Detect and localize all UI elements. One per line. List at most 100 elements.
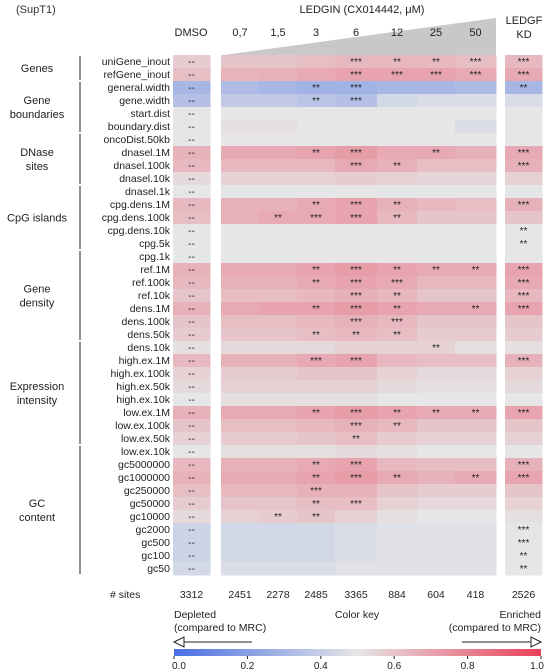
significance-mark: ***	[350, 460, 362, 471]
row-label: gc10000	[130, 511, 170, 523]
heatmap-cell	[173, 315, 211, 329]
heatmap-cell	[335, 406, 378, 420]
significance-mark: ***	[518, 265, 530, 276]
significance-mark: --	[188, 499, 195, 510]
heatmap-cell	[259, 419, 298, 433]
heatmap-cell	[335, 549, 378, 563]
depleted-arrow	[172, 636, 252, 648]
significance-mark: ***	[350, 200, 362, 211]
significance-mark: ***	[518, 538, 530, 549]
heatmap-cell	[221, 380, 260, 394]
dose-label: 25	[430, 27, 442, 39]
heatmap-cell	[417, 471, 456, 485]
heatmap-cell	[259, 406, 298, 420]
row-label: cpg.dens.100k	[102, 212, 171, 224]
significance-mark: --	[188, 525, 195, 536]
heatmap-cell	[221, 198, 260, 212]
heatmap-cell	[505, 549, 543, 563]
heatmap-cell	[505, 276, 543, 290]
heatmap-cell	[173, 224, 211, 238]
significance-mark: **	[393, 57, 401, 68]
heatmap-cell	[297, 302, 336, 316]
significance-mark: ***	[518, 148, 530, 159]
heatmap-cell	[455, 224, 497, 238]
significance-mark: **	[393, 161, 401, 172]
heatmap-cell	[335, 328, 378, 342]
heatmap-cell	[455, 471, 497, 485]
heatmap-cell	[173, 55, 211, 69]
heatmap-cell	[221, 497, 260, 511]
row-label: gc1000000	[118, 472, 170, 484]
significance-mark: --	[188, 200, 195, 211]
heatmap-cell	[417, 523, 456, 537]
heatmap-cell	[297, 133, 336, 147]
row-label: dnasel.1M	[122, 147, 170, 159]
significance-mark: **	[472, 265, 480, 276]
significance-mark: **	[312, 304, 320, 315]
heatmap-cell	[417, 406, 456, 420]
heatmap-cell	[505, 250, 543, 264]
row-label: dnasel.10k	[119, 173, 171, 185]
heatmap-cell	[455, 146, 497, 160]
heatmap-cell	[417, 302, 456, 316]
heatmap-cell	[297, 211, 336, 225]
heatmap-cell	[297, 68, 336, 82]
significance-mark: --	[188, 70, 195, 81]
heatmap-cell	[259, 393, 298, 407]
significance-mark: **	[274, 512, 282, 523]
significance-mark: **	[432, 343, 440, 354]
heatmap-cell	[297, 380, 336, 394]
heatmap-cell	[335, 55, 378, 69]
significance-mark: **	[352, 434, 360, 445]
heatmap-cell	[297, 289, 336, 303]
heatmap-cell	[173, 107, 211, 121]
cell-line-label: (SupT1)	[16, 4, 56, 16]
heatmap-cell	[259, 237, 298, 251]
heatmap-cell	[417, 107, 456, 121]
significance-mark: **	[432, 57, 440, 68]
heatmap-cell	[297, 263, 336, 277]
heatmap-cell	[173, 445, 211, 459]
heatmap-cell	[417, 250, 456, 264]
significance-mark: --	[188, 395, 195, 406]
heatmap-cell	[173, 432, 211, 446]
heatmap-cell	[297, 328, 336, 342]
heatmap-cell	[297, 94, 336, 108]
site-count: 3365	[344, 589, 368, 601]
heatmap-cell	[455, 276, 497, 290]
heatmap-cell	[455, 55, 497, 69]
heatmap-cell	[173, 159, 211, 173]
group-label: intensity	[17, 395, 58, 407]
row-label: dens.100k	[122, 316, 171, 328]
heatmap-cell	[297, 458, 336, 472]
heatmap-cell	[417, 315, 456, 329]
heatmap-cell	[335, 107, 378, 121]
significance-mark: --	[188, 486, 195, 497]
heatmap-cell	[377, 198, 418, 212]
significance-mark: --	[188, 239, 195, 250]
heatmap-cell	[505, 211, 543, 225]
heatmap-cell	[505, 419, 543, 433]
heatmap-cell	[505, 289, 543, 303]
heatmap-cell	[455, 198, 497, 212]
heatmap-cell	[297, 250, 336, 264]
heatmap-cell	[455, 237, 497, 251]
heatmap-cell	[259, 315, 298, 329]
enriched-label-line1: Enriched	[500, 609, 542, 621]
heatmap-cell	[377, 328, 418, 342]
heatmap-cell	[417, 146, 456, 160]
heatmap-cell	[377, 120, 418, 134]
heatmap-cell	[377, 549, 418, 563]
heatmap-cell	[505, 497, 543, 511]
heatmap-cell	[297, 224, 336, 238]
heatmap-cell	[335, 471, 378, 485]
heatmap-cell	[221, 367, 260, 381]
heatmap-cell	[173, 68, 211, 82]
significance-mark: **	[312, 148, 320, 159]
significance-mark: **	[520, 83, 528, 94]
heatmap-cell	[455, 302, 497, 316]
significance-mark: --	[188, 96, 195, 107]
heatmap-cell	[173, 198, 211, 212]
heatmap-cell	[505, 445, 543, 459]
heatmap-cell	[335, 250, 378, 264]
